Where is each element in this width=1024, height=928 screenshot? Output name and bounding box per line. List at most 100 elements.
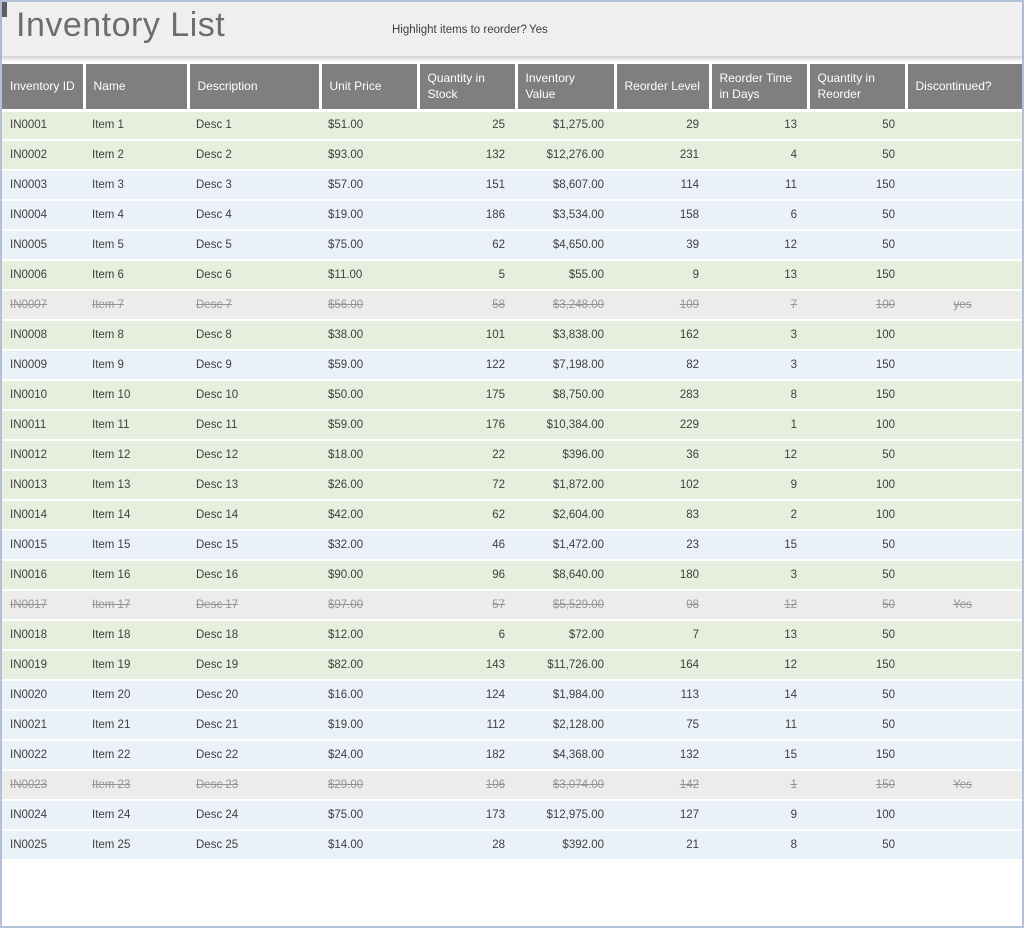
cell-inventory_value[interactable]: $8,607.00 (516, 170, 615, 201)
cell-discontinued[interactable] (906, 740, 1022, 771)
cell-name[interactable]: Item 12 (84, 440, 188, 471)
cell-inventory_value[interactable]: $392.00 (516, 830, 615, 861)
cell-qty_in_stock[interactable]: 132 (418, 140, 516, 171)
cell-qty_in_stock[interactable]: 112 (418, 710, 516, 741)
cell-reorder_level[interactable]: 36 (615, 440, 710, 471)
cell-reorder_time[interactable]: 4 (710, 140, 808, 171)
cell-name[interactable]: Item 13 (84, 470, 188, 501)
cell-unit_price[interactable]: $75.00 (320, 230, 418, 261)
cell-qty_in_reorder[interactable]: 150 (808, 350, 906, 381)
cell-id[interactable]: IN0007 (2, 290, 84, 321)
cell-name[interactable]: Item 17 (84, 590, 188, 621)
cell-reorder_level[interactable]: 283 (615, 380, 710, 411)
cell-inventory_value[interactable]: $1,872.00 (516, 470, 615, 501)
cell-discontinued[interactable] (906, 230, 1022, 261)
cell-id[interactable]: IN0022 (2, 740, 84, 771)
cell-reorder_level[interactable]: 23 (615, 530, 710, 561)
cell-inventory_value[interactable]: $3,074.00 (516, 770, 615, 801)
cell-discontinued[interactable] (906, 440, 1022, 471)
cell-reorder_level[interactable]: 114 (615, 170, 710, 201)
cell-reorder_time[interactable]: 12 (710, 230, 808, 261)
cell-reorder_level[interactable]: 180 (615, 560, 710, 591)
cell-inventory_value[interactable]: $1,984.00 (516, 680, 615, 711)
cell-reorder_level[interactable]: 102 (615, 470, 710, 501)
cell-reorder_time[interactable]: 11 (710, 710, 808, 741)
column-header-description[interactable]: Description (188, 64, 322, 112)
cell-description[interactable]: Desc 2 (188, 140, 320, 171)
cell-qty_in_stock[interactable]: 62 (418, 230, 516, 261)
cell-qty_in_stock[interactable]: 173 (418, 800, 516, 831)
cell-qty_in_reorder[interactable]: 150 (808, 170, 906, 201)
cell-unit_price[interactable]: $29.00 (320, 770, 418, 801)
cell-qty_in_stock[interactable]: 96 (418, 560, 516, 591)
cell-unit_price[interactable]: $90.00 (320, 560, 418, 591)
cell-inventory_value[interactable]: $55.00 (516, 260, 615, 291)
cell-unit_price[interactable]: $38.00 (320, 320, 418, 351)
cell-reorder_time[interactable]: 1 (710, 770, 808, 801)
cell-unit_price[interactable]: $82.00 (320, 650, 418, 681)
column-header-inventory_value[interactable]: Inventory Value (516, 64, 617, 112)
cell-unit_price[interactable]: $50.00 (320, 380, 418, 411)
cell-name[interactable]: Item 10 (84, 380, 188, 411)
cell-qty_in_reorder[interactable]: 50 (808, 230, 906, 261)
cell-reorder_time[interactable]: 12 (710, 650, 808, 681)
cell-description[interactable]: Desc 25 (188, 830, 320, 861)
cell-description[interactable]: Desc 13 (188, 470, 320, 501)
cell-reorder_time[interactable]: 8 (710, 380, 808, 411)
cell-description[interactable]: Desc 19 (188, 650, 320, 681)
cell-name[interactable]: Item 25 (84, 830, 188, 861)
cell-discontinued[interactable] (906, 560, 1022, 591)
cell-qty_in_reorder[interactable]: 50 (808, 200, 906, 231)
cell-inventory_value[interactable]: $1,472.00 (516, 530, 615, 561)
cell-reorder_time[interactable]: 9 (710, 800, 808, 831)
cell-description[interactable]: Desc 23 (188, 770, 320, 801)
cell-qty_in_stock[interactable]: 5 (418, 260, 516, 291)
cell-qty_in_stock[interactable]: 124 (418, 680, 516, 711)
cell-qty_in_reorder[interactable]: 100 (808, 410, 906, 441)
cell-qty_in_stock[interactable]: 58 (418, 290, 516, 321)
cell-unit_price[interactable]: $59.00 (320, 410, 418, 441)
cell-unit_price[interactable]: $12.00 (320, 620, 418, 651)
cell-reorder_time[interactable]: 15 (710, 740, 808, 771)
cell-qty_in_stock[interactable]: 57 (418, 590, 516, 621)
cell-inventory_value[interactable]: $72.00 (516, 620, 615, 651)
cell-discontinued[interactable] (906, 620, 1022, 651)
cell-description[interactable]: Desc 12 (188, 440, 320, 471)
cell-discontinued[interactable] (906, 350, 1022, 381)
cell-discontinued[interactable]: Yes (906, 770, 1022, 801)
cell-unit_price[interactable]: $19.00 (320, 710, 418, 741)
cell-id[interactable]: IN0001 (2, 110, 84, 141)
cell-qty_in_reorder[interactable]: 150 (808, 650, 906, 681)
cell-unit_price[interactable]: $11.00 (320, 260, 418, 291)
cell-qty_in_reorder[interactable]: 100 (808, 290, 906, 321)
cell-discontinued[interactable] (906, 140, 1022, 171)
cell-id[interactable]: IN0019 (2, 650, 84, 681)
cell-reorder_time[interactable]: 12 (710, 440, 808, 471)
cell-id[interactable]: IN0008 (2, 320, 84, 351)
cell-qty_in_reorder[interactable]: 150 (808, 260, 906, 291)
cell-reorder_time[interactable]: 12 (710, 590, 808, 621)
cell-inventory_value[interactable]: $10,384.00 (516, 410, 615, 441)
cell-qty_in_reorder[interactable]: 50 (808, 560, 906, 591)
cell-qty_in_stock[interactable]: 106 (418, 770, 516, 801)
cell-qty_in_reorder[interactable]: 150 (808, 740, 906, 771)
cell-qty_in_reorder[interactable]: 150 (808, 380, 906, 411)
cell-qty_in_reorder[interactable]: 100 (808, 500, 906, 531)
cell-name[interactable]: Item 4 (84, 200, 188, 231)
cell-discontinued[interactable] (906, 320, 1022, 351)
cell-qty_in_stock[interactable]: 175 (418, 380, 516, 411)
cell-reorder_level[interactable]: 98 (615, 590, 710, 621)
highlight-reorder-toggle[interactable]: Yes (529, 24, 548, 36)
cell-reorder_level[interactable]: 82 (615, 350, 710, 381)
cell-name[interactable]: Item 16 (84, 560, 188, 591)
cell-name[interactable]: Item 20 (84, 680, 188, 711)
cell-inventory_value[interactable]: $4,650.00 (516, 230, 615, 261)
cell-qty_in_reorder[interactable]: 50 (808, 140, 906, 171)
cell-description[interactable]: Desc 24 (188, 800, 320, 831)
cell-reorder_time[interactable]: 1 (710, 410, 808, 441)
cell-name[interactable]: Item 7 (84, 290, 188, 321)
cell-description[interactable]: Desc 3 (188, 170, 320, 201)
cell-name[interactable]: Item 19 (84, 650, 188, 681)
cell-reorder_level[interactable]: 21 (615, 830, 710, 861)
cell-reorder_level[interactable]: 113 (615, 680, 710, 711)
